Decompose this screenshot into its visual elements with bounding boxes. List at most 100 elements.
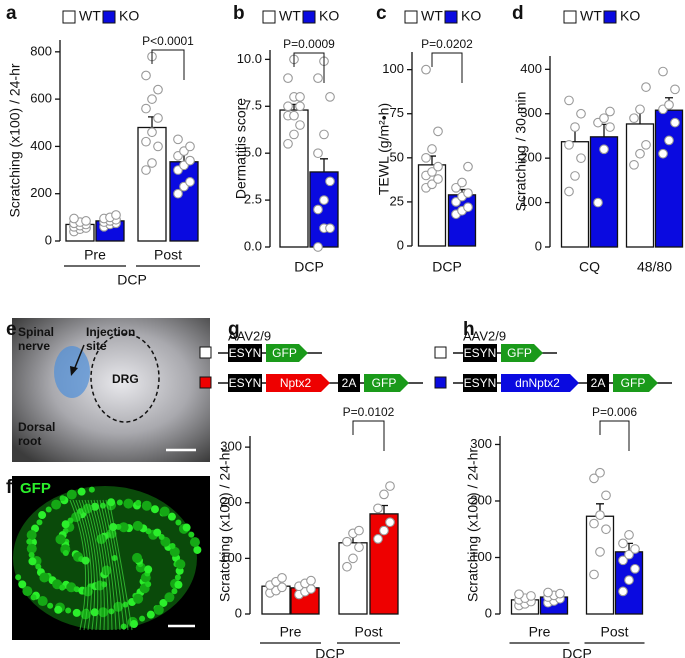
photo-label: GFP	[20, 480, 51, 497]
y-axis-label: Scratching / 30 min	[513, 92, 529, 212]
y-tick-label: 300	[220, 439, 242, 454]
fiber	[69, 499, 87, 631]
photo-label: nerve	[18, 339, 50, 353]
cell	[174, 574, 181, 581]
legend-swatch	[434, 376, 447, 389]
legend-label: KO	[319, 8, 339, 24]
panel-label: f	[6, 477, 13, 498]
photo-label: site	[86, 339, 107, 353]
data-point	[433, 174, 443, 184]
data-point	[589, 569, 599, 580]
cell	[145, 581, 152, 588]
data-point	[555, 588, 565, 599]
cell	[22, 586, 33, 597]
data-point	[457, 177, 467, 188]
construct-label: GFP	[372, 376, 397, 390]
construct-element	[266, 374, 330, 392]
fiber	[81, 499, 99, 631]
construct-label: ESYN	[464, 376, 497, 390]
data-point	[641, 82, 651, 92]
y-tick-label: 400	[520, 61, 542, 76]
data-point	[373, 503, 383, 514]
y-tick-label: 75	[390, 105, 404, 120]
panel-label: a	[6, 3, 17, 24]
legend-swatch	[404, 10, 418, 24]
data-point	[173, 188, 183, 199]
y-tick-label: 10.0	[237, 51, 262, 66]
cell	[26, 543, 37, 554]
x-tick-label: Pre	[529, 624, 551, 640]
panel-label: c	[376, 3, 387, 24]
cell	[132, 520, 143, 531]
data-point	[185, 155, 195, 166]
data-point	[289, 129, 299, 140]
data-point	[147, 127, 157, 138]
data-point	[313, 242, 323, 252]
data-point	[295, 120, 305, 130]
cell	[133, 593, 144, 604]
data-point	[153, 141, 163, 152]
cell	[67, 517, 74, 524]
y-tick-label: 200	[520, 150, 542, 165]
fiber	[72, 499, 90, 631]
significance-bracket	[599, 420, 630, 451]
data-point	[601, 490, 611, 501]
y-tick-label: 100	[520, 194, 542, 209]
data-point	[325, 223, 335, 234]
p-value: P<0.0001	[142, 34, 194, 48]
fiber	[84, 499, 102, 631]
data-point	[451, 197, 461, 207]
data-point	[570, 171, 580, 181]
fiber	[75, 499, 93, 631]
cell	[135, 499, 142, 506]
data-point	[385, 481, 395, 491]
data-point	[277, 582, 287, 593]
y-axis-label: Scratching (x100) / 24-hr	[465, 448, 481, 602]
y-axis-label: Dermatitis score	[233, 98, 249, 199]
y-tick-label: 300	[520, 105, 542, 120]
cell	[130, 620, 139, 629]
cell	[62, 550, 69, 557]
significance-bracket	[352, 420, 385, 451]
data-point	[514, 589, 524, 600]
cell	[45, 506, 52, 513]
cell	[28, 557, 37, 566]
data-point	[185, 177, 195, 187]
data-point	[463, 188, 473, 198]
legend-label: KO	[461, 8, 481, 24]
cell	[175, 519, 182, 526]
photo-f	[12, 476, 210, 640]
y-tick-label: 0.0	[244, 238, 262, 253]
x-tick-label: Post	[154, 247, 182, 263]
construct-element	[338, 374, 360, 392]
data-point	[427, 179, 437, 190]
data-point	[599, 144, 609, 155]
construct-label: 2A	[342, 376, 357, 390]
data-point	[421, 64, 431, 75]
panel-label: e	[6, 319, 17, 340]
data-point	[348, 553, 358, 564]
cell	[47, 602, 54, 609]
p-value: P=0.0102	[343, 405, 395, 419]
construct-label: ESYN	[464, 346, 497, 360]
cell	[18, 580, 27, 589]
y-tick-label: 2.5	[244, 192, 262, 207]
photo-label: Spinal	[18, 325, 54, 339]
cell	[81, 556, 90, 565]
cell	[118, 522, 129, 533]
data-point	[564, 139, 574, 150]
data-point	[635, 104, 645, 115]
data-point	[595, 467, 605, 478]
cell	[171, 588, 178, 595]
p-value: P=0.0202	[421, 37, 473, 51]
significance-bracket	[151, 49, 185, 80]
data-point	[635, 148, 645, 159]
cell	[159, 506, 170, 517]
y-tick-label: 0	[535, 238, 542, 253]
cell	[174, 580, 183, 589]
data-point	[313, 73, 323, 83]
data-point	[325, 92, 335, 102]
x-tick-label: Pre	[280, 624, 302, 640]
data-point	[601, 524, 611, 535]
